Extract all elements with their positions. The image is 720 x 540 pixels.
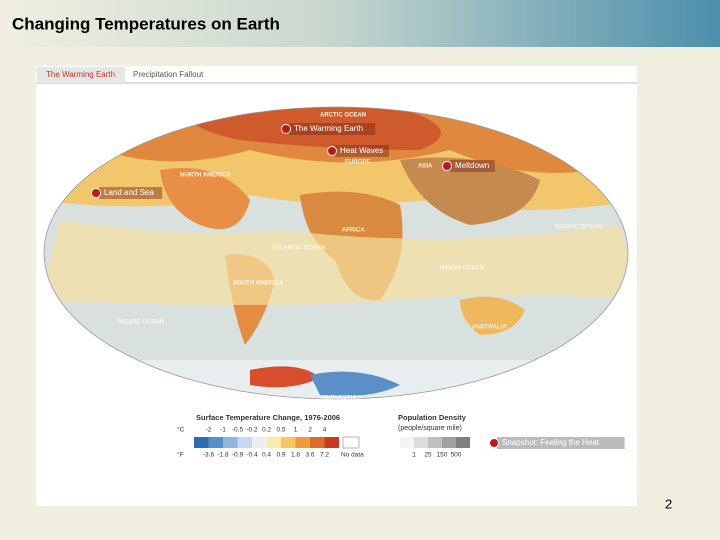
asia <box>400 157 540 225</box>
map-label: SOUTH AMERICA <box>233 281 284 287</box>
marker-label[interactable]: Snapshot: Feeling the Heat <box>502 438 600 447</box>
marker-label[interactable]: Meltdown <box>455 161 489 170</box>
legend-swatch <box>223 437 238 448</box>
marker-label[interactable]: Heat Waves <box>340 146 383 155</box>
marker-label[interactable]: Land and Sea <box>104 188 154 197</box>
population-swatch <box>442 437 456 448</box>
legend-unit: °F <box>177 451 184 459</box>
legend-tick-f: 7.2 <box>320 452 329 459</box>
legend-tick-f: 0.4 <box>262 452 271 459</box>
no-data-swatch <box>342 436 360 449</box>
legend-swatch <box>237 437 252 448</box>
legend-tick-c: 1 <box>294 427 298 434</box>
legend-swatch <box>252 437 267 448</box>
tropics <box>44 220 628 305</box>
population-tick: 150 <box>437 452 448 459</box>
legend-tick-f: 3.6 <box>305 452 314 459</box>
map-label: ARCTIC OCEAN <box>320 113 366 119</box>
map-label: PACIFIC OCEAN <box>555 225 602 231</box>
legend-swatch <box>281 437 296 448</box>
legend-tick-f: -0.4 <box>246 452 258 459</box>
marker-label-bg <box>335 145 389 157</box>
marker-label-bg <box>289 123 376 135</box>
legend-tick-c: -0.5 <box>232 427 244 434</box>
legend-title: Population Density <box>398 413 467 422</box>
map-label: PACIFIC OCEAN <box>117 320 164 326</box>
antarctic-peninsula <box>250 366 320 388</box>
marker-label-bg <box>450 160 495 172</box>
legend-swatch <box>310 437 325 448</box>
legend-tick-c: 2 <box>308 427 312 434</box>
map-label: NORTH AMERICA <box>180 173 231 179</box>
marker-label[interactable]: The Warming Earth <box>294 124 363 133</box>
no-data-label: No data <box>341 452 364 459</box>
map-label: ASIA <box>418 164 433 170</box>
map-label: AFRICA <box>342 228 365 234</box>
legend-swatch <box>266 437 281 448</box>
legend-tick-c: 4 <box>323 427 327 434</box>
legend-swatch <box>194 437 209 448</box>
legend-tick-c: 0.5 <box>276 427 285 434</box>
legend-swatch <box>208 437 223 448</box>
slide-title: Changing Temperatures on Earth <box>12 14 280 33</box>
marker[interactable] <box>91 188 101 198</box>
population-swatch <box>428 437 442 448</box>
legend-title: Surface Temperature Change, 1976-2006 <box>196 413 340 422</box>
legend-tick-c: -0.2 <box>246 427 258 434</box>
population-swatch <box>456 437 470 448</box>
marker-label-bg <box>497 437 625 449</box>
map-outline <box>43 106 629 400</box>
population-tick: 500 <box>451 452 462 459</box>
marker[interactable] <box>327 146 337 156</box>
population-swatch <box>400 437 414 448</box>
legend-tick-f: -1.8 <box>217 452 229 459</box>
header-bar <box>0 0 720 47</box>
legend-unit: °C <box>177 426 185 434</box>
marker-label-bg <box>99 187 163 199</box>
legend-swatch <box>295 437 310 448</box>
antarctic-cooling <box>310 371 400 397</box>
legend-tick-c: -2 <box>206 427 212 434</box>
north-america <box>160 168 250 230</box>
marker[interactable] <box>442 161 452 171</box>
map-label: INDIAN OCEAN <box>440 266 484 272</box>
map-label: ANTARCTICA <box>322 396 362 402</box>
legend-tick-f: -0.9 <box>232 452 244 459</box>
hottest-arctic <box>180 107 441 150</box>
tab[interactable]: The Warming Earth <box>46 70 115 79</box>
tab-rule <box>36 82 637 84</box>
legend-swatch <box>324 437 339 448</box>
legend-tick-c: 0.2 <box>262 427 271 434</box>
population-swatch <box>414 437 428 448</box>
map-label: ATLANTIC OCEAN <box>272 246 325 252</box>
legend-tick-f: 0.9 <box>276 452 285 459</box>
map-label: AUSTRALIA <box>472 325 507 331</box>
legend-subtitle: (people/square mile) <box>398 425 462 432</box>
legend-tick-f: 1.8 <box>291 452 300 459</box>
legend-tick-c: -1 <box>220 427 226 434</box>
map-label: EUROPE <box>345 160 370 166</box>
population-tick: 25 <box>424 452 432 459</box>
legend-tick-f: -3.6 <box>203 452 215 459</box>
marker[interactable] <box>489 438 499 448</box>
population-tick: 1 <box>412 452 416 459</box>
page-number: 2 <box>665 496 672 511</box>
tab[interactable]: Precipitation Fallout <box>133 70 204 79</box>
australia <box>460 296 525 335</box>
tab-active-bg <box>37 67 125 83</box>
marker[interactable] <box>281 124 291 134</box>
